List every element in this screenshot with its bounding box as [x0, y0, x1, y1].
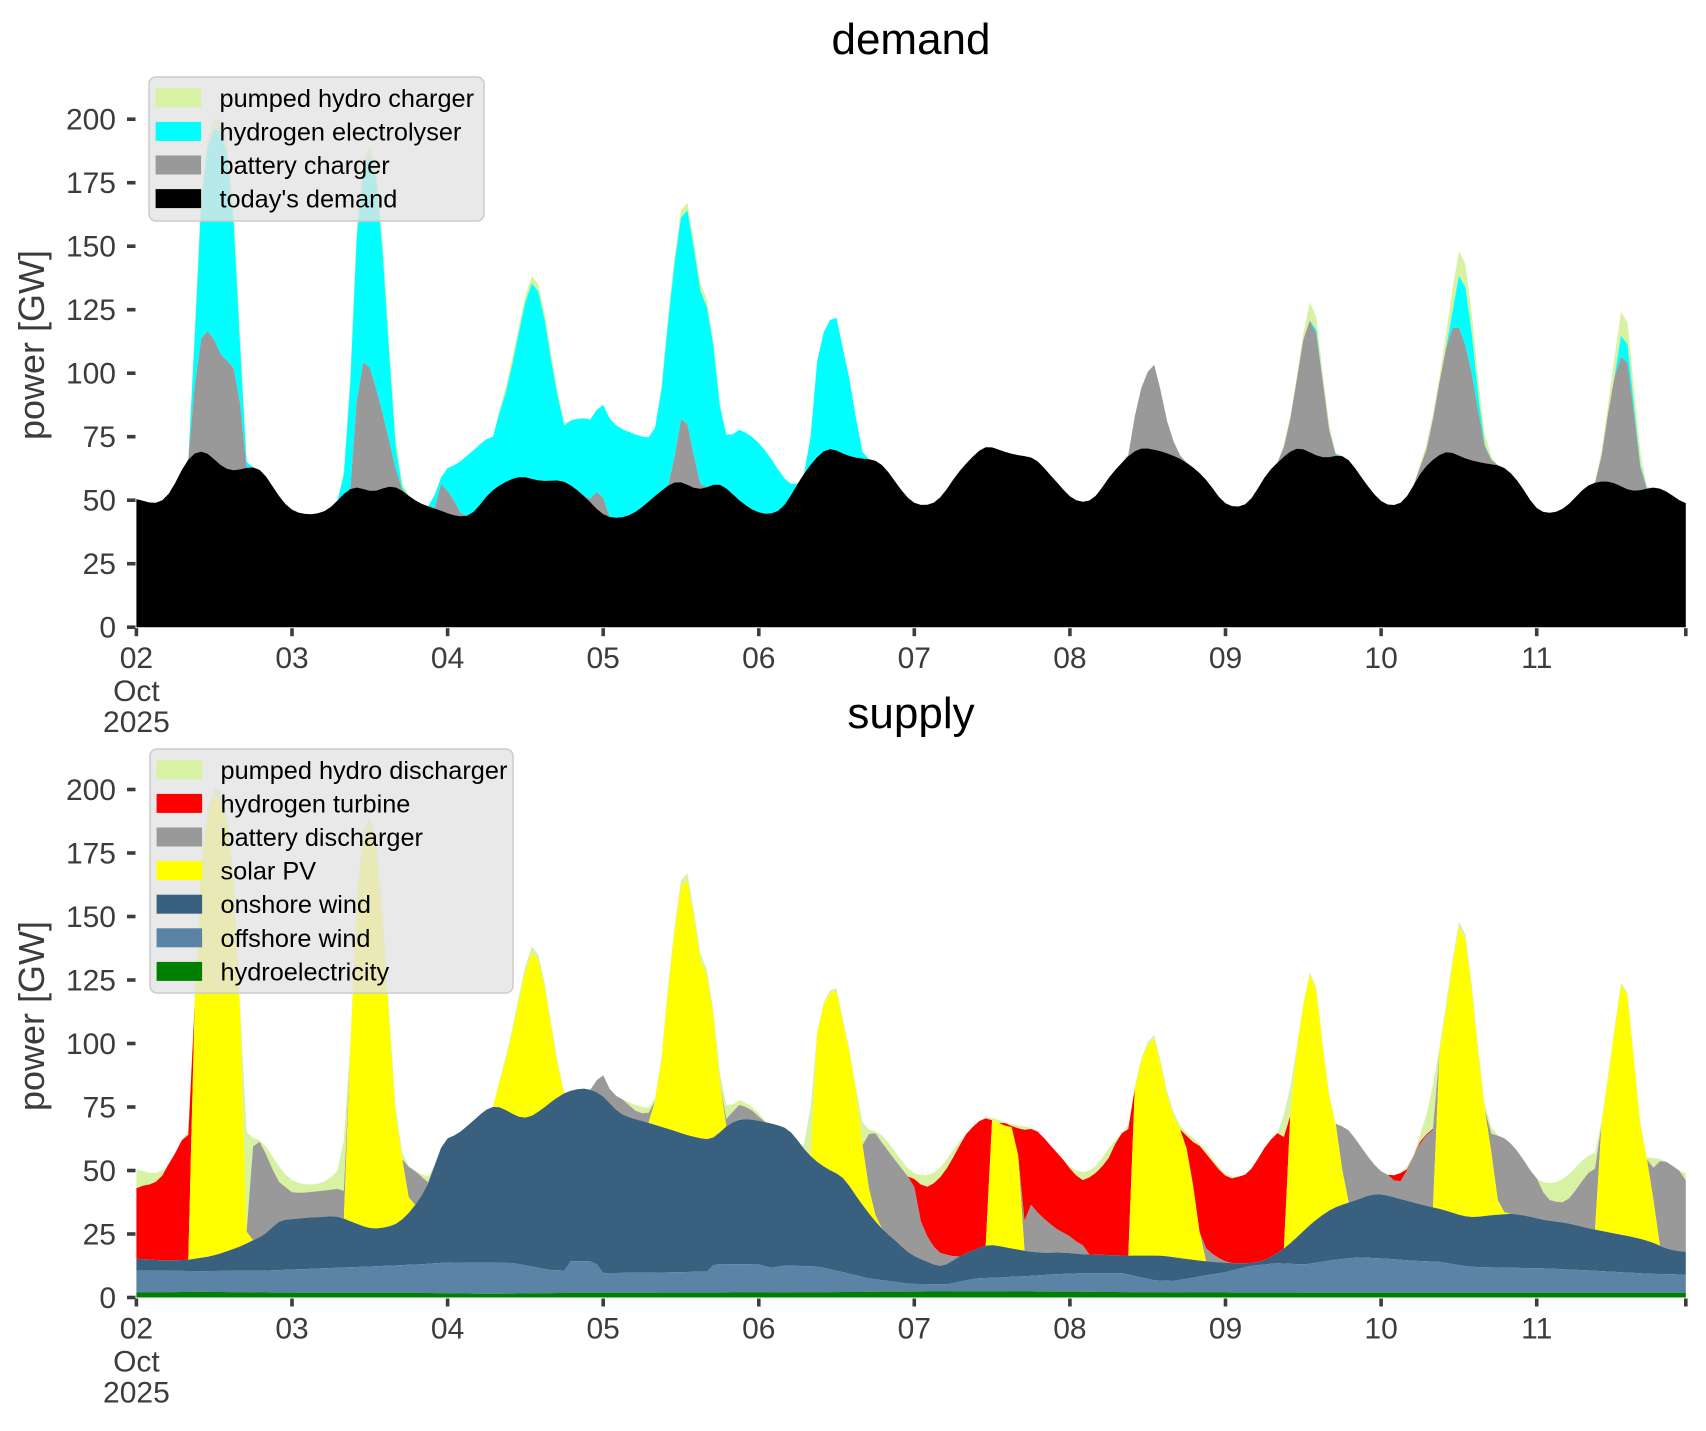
- svg-text:2025: 2025: [103, 1377, 170, 1410]
- svg-text:10: 10: [1364, 1313, 1397, 1346]
- svg-text:power [GW]: power [GW]: [11, 921, 52, 1111]
- svg-text:02: 02: [120, 642, 153, 675]
- svg-text:02: 02: [120, 1313, 153, 1346]
- svg-text:demand: demand: [831, 15, 990, 64]
- svg-text:0: 0: [99, 612, 116, 645]
- svg-text:25: 25: [83, 548, 116, 581]
- svg-text:Oct: Oct: [113, 675, 160, 708]
- svg-text:200: 200: [66, 774, 116, 807]
- svg-text:100: 100: [66, 1028, 116, 1061]
- svg-text:battery charger: battery charger: [220, 152, 390, 180]
- svg-text:75: 75: [83, 1092, 116, 1125]
- svg-text:100: 100: [66, 358, 116, 391]
- svg-text:50: 50: [83, 485, 116, 518]
- svg-text:07: 07: [898, 1313, 931, 1346]
- svg-text:power [GW]: power [GW]: [11, 250, 52, 440]
- svg-text:07: 07: [898, 642, 931, 675]
- svg-text:08: 08: [1053, 642, 1086, 675]
- svg-text:offshore wind: offshore wind: [221, 925, 371, 953]
- svg-text:supply: supply: [847, 689, 974, 738]
- svg-text:pumped hydro discharger: pumped hydro discharger: [221, 757, 508, 785]
- svg-text:2025: 2025: [103, 706, 170, 739]
- svg-text:150: 150: [66, 901, 116, 934]
- svg-text:04: 04: [431, 642, 464, 675]
- svg-text:hydrogen electrolyser: hydrogen electrolyser: [220, 118, 462, 146]
- svg-text:0: 0: [99, 1282, 116, 1315]
- svg-text:150: 150: [66, 231, 116, 264]
- svg-text:10: 10: [1364, 642, 1397, 675]
- svg-text:06: 06: [742, 1313, 775, 1346]
- svg-text:175: 175: [66, 838, 116, 871]
- svg-text:battery discharger: battery discharger: [221, 824, 423, 852]
- svg-text:50: 50: [83, 1155, 116, 1188]
- svg-text:03: 03: [275, 642, 308, 675]
- svg-text:09: 09: [1209, 1313, 1242, 1346]
- svg-text:25: 25: [83, 1219, 116, 1252]
- svg-text:pumped hydro charger: pumped hydro charger: [220, 85, 475, 113]
- svg-text:06: 06: [742, 642, 775, 675]
- svg-text:175: 175: [66, 167, 116, 200]
- svg-text:03: 03: [275, 1313, 308, 1346]
- svg-text:125: 125: [66, 965, 116, 998]
- svg-text:08: 08: [1053, 1313, 1086, 1346]
- svg-text:200: 200: [66, 104, 116, 137]
- svg-text:05: 05: [587, 642, 620, 675]
- svg-text:solar PV: solar PV: [221, 858, 317, 886]
- svg-text:today's demand: today's demand: [220, 186, 398, 214]
- svg-text:hydrogen turbine: hydrogen turbine: [221, 790, 411, 818]
- svg-text:hydroelectricity: hydroelectricity: [221, 958, 390, 986]
- svg-text:125: 125: [66, 294, 116, 327]
- svg-text:09: 09: [1209, 642, 1242, 675]
- svg-text:05: 05: [587, 1313, 620, 1346]
- svg-text:04: 04: [431, 1313, 464, 1346]
- svg-text:Oct: Oct: [113, 1346, 160, 1379]
- svg-text:11: 11: [1521, 1313, 1552, 1346]
- svg-text:11: 11: [1521, 642, 1552, 675]
- svg-text:75: 75: [83, 421, 116, 454]
- svg-text:onshore wind: onshore wind: [221, 891, 371, 919]
